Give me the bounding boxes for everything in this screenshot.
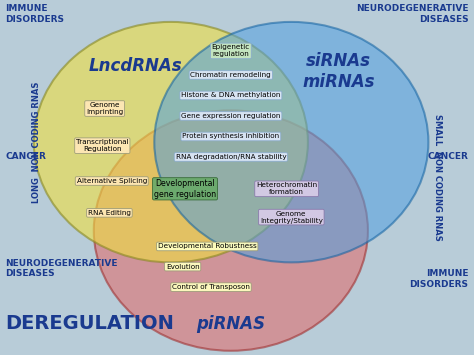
Text: SMALL  NON CODING RNAS: SMALL NON CODING RNAS (433, 114, 442, 241)
Ellipse shape (94, 110, 368, 351)
Text: LONG  NON CODING RNAS: LONG NON CODING RNAS (32, 81, 41, 203)
Text: siRNAs
miRNAs: siRNAs miRNAs (302, 52, 375, 91)
Text: Epigenetic
regulation: Epigenetic regulation (212, 44, 250, 58)
Text: Control of Transposon: Control of Transposon (172, 284, 250, 290)
Text: Chromatin remodeling: Chromatin remodeling (191, 72, 271, 78)
Text: Heterochromatin
formation: Heterochromatin formation (256, 182, 317, 195)
Text: NEURODEGENERATIVE
DISEASES: NEURODEGENERATIVE DISEASES (5, 259, 118, 278)
Text: Genome
Imprinting: Genome Imprinting (86, 102, 123, 115)
Text: RNA degradation/RNA stability: RNA degradation/RNA stability (175, 154, 286, 160)
Text: Transcriptional
Regulation: Transcriptional Regulation (76, 139, 128, 152)
Text: RNA Editing: RNA Editing (88, 210, 131, 216)
Text: Protein synthesis inhibition: Protein synthesis inhibition (182, 133, 279, 140)
Text: CANCER: CANCER (428, 152, 469, 161)
Text: Developmental Robustness: Developmental Robustness (158, 244, 256, 250)
Text: Gene expression regulation: Gene expression regulation (181, 113, 281, 119)
Ellipse shape (34, 22, 308, 262)
Text: CANCER: CANCER (5, 152, 46, 161)
Text: Evolution: Evolution (166, 264, 200, 269)
Text: piRNAS: piRNAS (196, 315, 265, 333)
Ellipse shape (155, 22, 428, 262)
Text: IMMUNE
DISORDERS: IMMUNE DISORDERS (410, 269, 469, 289)
Text: Histone & DNA methylation: Histone & DNA methylation (181, 92, 281, 98)
Text: Developmental
gene regulation: Developmental gene regulation (154, 179, 216, 198)
Text: LncdRNAs: LncdRNAs (89, 57, 182, 75)
Text: Genome
Integrity/Stability: Genome Integrity/Stability (260, 211, 323, 224)
Text: Alternative Splicing: Alternative Splicing (77, 178, 147, 184)
Text: NEURODEGENERATIVE
DISEASES: NEURODEGENERATIVE DISEASES (356, 4, 469, 24)
Text: DEREGULATION: DEREGULATION (5, 314, 174, 333)
Text: IMMUNE
DISORDERS: IMMUNE DISORDERS (5, 4, 64, 24)
